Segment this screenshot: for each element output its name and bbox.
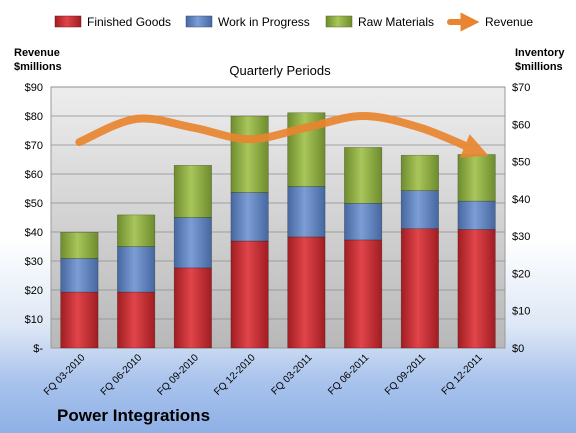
left-tick-label: $- xyxy=(33,343,43,355)
legend-swatch-raw-materials xyxy=(325,15,353,28)
bar-work-in-progress xyxy=(457,200,496,230)
right-tick-label: $20 xyxy=(512,268,530,280)
left-tick-label: $90 xyxy=(25,82,43,94)
x-tick-label: FQ 09-2010 xyxy=(155,352,201,398)
chart-title: Quarterly Periods xyxy=(229,63,331,78)
bar-work-in-progress xyxy=(60,258,99,293)
right-axis-label-line1: Inventory xyxy=(515,47,565,59)
bar-raw-materials xyxy=(230,115,269,193)
right-tick-label: $10 xyxy=(512,306,530,318)
bar-raw-materials xyxy=(344,147,383,204)
legend-swatch-work-in-progress xyxy=(185,15,213,28)
x-tick-label: FQ 03-2010 xyxy=(42,352,88,398)
right-tick-label: $0 xyxy=(512,343,524,355)
left-tick-label: $40 xyxy=(25,227,43,239)
bar-finished-goods xyxy=(117,291,156,349)
legend-swatch-finished-goods xyxy=(54,15,82,28)
bar-finished-goods xyxy=(60,291,99,349)
company-name: Power Integrations xyxy=(57,406,211,425)
left-tick-label: $70 xyxy=(25,140,43,152)
revenue-line-group xyxy=(75,112,489,158)
bar-raw-materials xyxy=(400,154,439,191)
left-tick-label: $30 xyxy=(25,256,43,268)
bar-raw-materials xyxy=(173,165,212,218)
bar-raw-materials xyxy=(60,232,99,259)
bar-finished-goods xyxy=(400,228,439,349)
legend: Finished Goods Work in Progress Raw Mate… xyxy=(54,12,533,32)
left-axis-label-line2: $millions xyxy=(14,61,62,73)
right-axis-ticks: $0 $10 $20 $30 $40 $50 $60 $70 xyxy=(512,82,530,355)
bar-finished-goods xyxy=(173,267,212,349)
x-tick-label: FQ 09-2011 xyxy=(383,352,428,397)
right-tick-label: $40 xyxy=(512,194,530,206)
bar-raw-materials xyxy=(117,214,156,247)
left-tick-label: $50 xyxy=(25,198,43,210)
right-tick-label: $70 xyxy=(512,82,530,94)
left-tick-label: $20 xyxy=(25,285,43,297)
right-axis-label-line2: $millions xyxy=(515,61,563,73)
right-tick-label: $30 xyxy=(512,231,530,243)
bars xyxy=(60,112,496,349)
bar-finished-goods xyxy=(457,229,496,349)
bar-finished-goods xyxy=(287,236,326,349)
legend-label-raw-materials: Raw Materials xyxy=(358,15,434,29)
bar-work-in-progress xyxy=(117,246,156,293)
left-axis-label-line1: Revenue xyxy=(14,47,60,59)
bar-raw-materials xyxy=(457,154,496,202)
bar-work-in-progress xyxy=(287,186,326,238)
right-tick-label: $60 xyxy=(512,119,530,131)
x-tick-label: FQ 03-2011 xyxy=(270,352,315,397)
left-tick-label: $10 xyxy=(25,314,43,326)
right-tick-label: $50 xyxy=(512,157,530,169)
left-tick-label: $80 xyxy=(25,111,43,123)
x-tick-label: FQ 12-2010 xyxy=(212,352,258,398)
bar-work-in-progress xyxy=(400,190,439,229)
x-tick-label: FQ 06-2011 xyxy=(326,352,371,397)
bar-work-in-progress xyxy=(230,192,269,242)
left-axis-ticks: $- $10 $20 $30 $40 $50 $60 $70 $80 $90 xyxy=(25,82,44,355)
bar-finished-goods xyxy=(230,240,269,349)
x-axis-labels: FQ 03-2010 FQ 06-2010 FQ 09-2010 FQ 12-2010… xyxy=(42,352,485,398)
revenue-line xyxy=(75,112,489,158)
bar-work-in-progress xyxy=(173,217,212,269)
bar-finished-goods xyxy=(344,239,383,349)
legend-label-finished-goods: Finished Goods xyxy=(87,15,171,29)
bar-work-in-progress xyxy=(344,203,383,241)
x-tick-label: FQ 06-2010 xyxy=(99,352,145,398)
left-tick-label: $60 xyxy=(25,169,43,181)
legend-label-revenue: Revenue xyxy=(485,15,533,29)
legend-label-work-in-progress: Work in Progress xyxy=(218,15,310,29)
x-tick-label: FQ 12-2011 xyxy=(440,352,485,397)
